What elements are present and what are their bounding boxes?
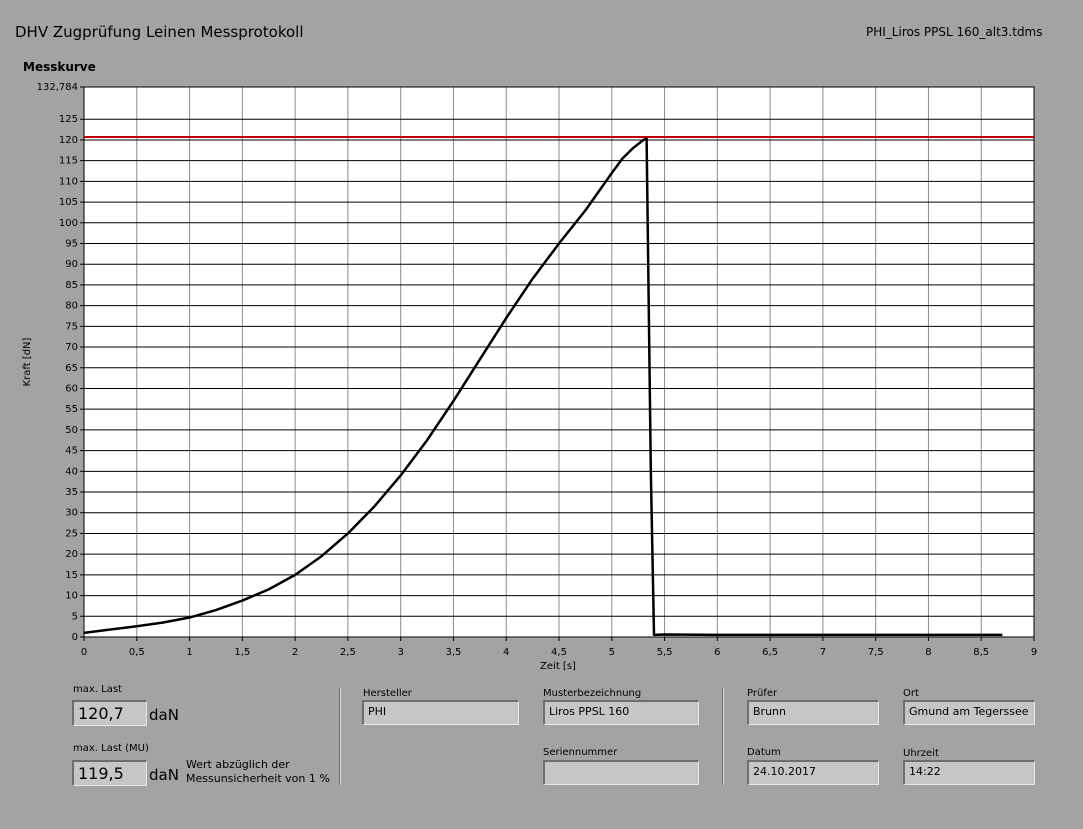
- x-tick-label: 5: [609, 647, 615, 658]
- y-tick-label: 120: [59, 135, 78, 146]
- mu-unit: daN: [149, 766, 179, 784]
- y-tick-label: 95: [65, 239, 78, 250]
- y-tick-label: 15: [65, 570, 78, 581]
- y-axis-label: Kraft [dN]: [22, 337, 33, 386]
- x-tick-label: 9: [1031, 647, 1037, 658]
- field-value: PHI: [362, 700, 519, 725]
- max-unit: daN: [149, 706, 179, 724]
- field-label: Seriennummer: [543, 747, 618, 758]
- y-tick-label: 25: [65, 528, 78, 539]
- y-tick-label: 20: [65, 549, 78, 560]
- chart-title: Messkurve: [23, 60, 96, 74]
- y-tick-label: 50: [65, 425, 78, 436]
- x-tick-label: 7,5: [868, 647, 884, 658]
- separator: [722, 688, 724, 785]
- y-tick-label: 5: [72, 611, 78, 622]
- y-tick-label: 10: [65, 591, 78, 602]
- y-tick-label: 125: [59, 114, 78, 125]
- x-tick-label: 2,5: [340, 647, 356, 658]
- field-value: 24.10.2017: [747, 760, 879, 785]
- max-value: 120,7: [72, 700, 147, 726]
- y-tick-label: 105: [59, 197, 78, 208]
- x-tick-label: 8,5: [973, 647, 989, 658]
- y-tick-label: 80: [65, 301, 78, 312]
- y-tick-label: 65: [65, 363, 78, 374]
- field-value: Gmund am Tegerssee: [903, 700, 1035, 725]
- x-tick-label: 7: [820, 647, 826, 658]
- page-title: DHV Zugprüfung Leinen Messprotokoll: [15, 23, 304, 41]
- y-tick-label: 75: [65, 321, 78, 332]
- field-label: Uhrzeit: [903, 748, 939, 759]
- field-label: Musterbezeichnung: [543, 688, 642, 699]
- field-value: 14:22: [903, 760, 1035, 785]
- x-tick-label: 0,5: [129, 647, 145, 658]
- x-tick-label: 2: [292, 647, 298, 658]
- y-tick-label: 115: [59, 156, 78, 167]
- y-tick-label: 0: [72, 632, 78, 643]
- y-tick-label: 90: [65, 259, 78, 270]
- field-value: Liros PPSL 160: [543, 700, 699, 725]
- mu-value: 119,5: [72, 760, 147, 786]
- x-tick-label: 4: [503, 647, 509, 658]
- y-tick-label: 110: [59, 176, 78, 187]
- field-label: Datum: [747, 747, 781, 758]
- field-value: [543, 760, 699, 785]
- y-tick-label: 60: [65, 383, 78, 394]
- y-tick-label: 40: [65, 466, 78, 477]
- x-tick-label: 1,5: [234, 647, 250, 658]
- x-tick-label: 4,5: [551, 647, 567, 658]
- y-tick-label: 35: [65, 487, 78, 498]
- x-tick-label: 3: [397, 647, 403, 658]
- y-tick-label: 70: [65, 342, 78, 353]
- field-label: Prüfer: [747, 688, 778, 699]
- separator: [339, 688, 341, 785]
- field-label: Ort: [903, 688, 919, 699]
- max-label: max. Last: [73, 684, 122, 695]
- x-tick-label: 8: [925, 647, 931, 658]
- field-value: Brunn: [747, 700, 879, 725]
- note-line: Wert abzüglich der: [186, 758, 290, 771]
- chart: Zeit [s] Kraft [dN] 0 0,5 1 1,5 2 2,5 3 3,5 4 4,5…: [22, 82, 1037, 672]
- mu-label: max. Last (MU): [73, 743, 149, 754]
- y-tick-label: 132,784: [37, 82, 78, 93]
- file-name: PHI_Liros PPSL 160_alt3.tdms: [866, 25, 1043, 39]
- x-tick-label: 0: [81, 647, 87, 658]
- y-tick-label: 30: [65, 508, 78, 519]
- x-tick-label: 1: [186, 647, 192, 658]
- y-tick-label: 45: [65, 446, 78, 457]
- x-tick-label: 6: [714, 647, 720, 658]
- y-tick-label: 100: [59, 218, 78, 229]
- x-tick-label: 5,5: [657, 647, 673, 658]
- x-tick-label: 6,5: [762, 647, 778, 658]
- y-tick-label: 55: [65, 404, 78, 415]
- note-line: Messunsicherheit von 1 %: [186, 772, 330, 785]
- plot-border: [83, 86, 1035, 638]
- y-tick-label: 85: [65, 280, 78, 291]
- data-line: [83, 137, 1003, 637]
- field-label: Hersteller: [363, 688, 412, 699]
- x-axis-label: Zeit [s]: [540, 661, 576, 672]
- x-tick-label: 3,5: [445, 647, 461, 658]
